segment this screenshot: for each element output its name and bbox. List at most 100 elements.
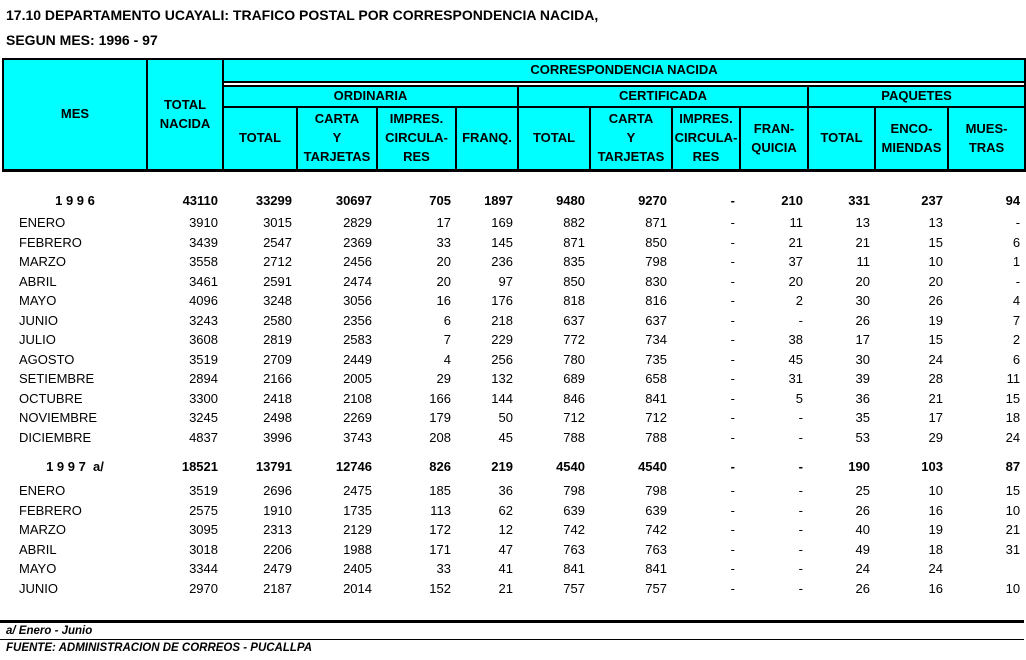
cell-value: 33299 [223, 187, 297, 213]
cell-value: - [672, 558, 740, 579]
cell-value: 19 [875, 519, 948, 540]
cell-value: 6 [948, 232, 1026, 252]
cell-value: 21 [740, 232, 808, 252]
cell-value: 20 [875, 271, 948, 291]
cell-value: 13 [875, 212, 948, 233]
row-label: ABRIL [3, 271, 147, 291]
cell-value: 12746 [297, 446, 377, 481]
cell-value: 18521 [147, 446, 223, 481]
cell-value: 190 [808, 446, 875, 481]
row-label: JUNIO [3, 578, 147, 598]
cell-value: 780 [518, 349, 590, 369]
cell-value: 816 [590, 290, 672, 311]
cell-value: - [672, 480, 740, 501]
cell-value: 3461 [147, 271, 223, 291]
row-label: ABRIL [3, 539, 147, 559]
source-note: FUENTE: ADMINISTRACION DE CORREOS - PUCA… [6, 641, 313, 654]
row-label: OCTUBRE [3, 388, 147, 408]
cell-value: 13 [808, 212, 875, 233]
cell-value: 24 [948, 427, 1026, 447]
cell-value: 3743 [297, 427, 377, 447]
row-label: MARZO [3, 251, 147, 272]
cell-value: 826 [377, 446, 456, 481]
cell-value: - [672, 271, 740, 291]
cell-value: - [740, 480, 808, 501]
col-header-paquetes-muestras: MUES- TRAS [946, 105, 1026, 173]
row-label: AGOSTO [3, 349, 147, 369]
header-row-subcols: TOTAL CARTA Y TARJETAS IMPRES. CIRCULA- … [3, 105, 1026, 173]
cell-value: 210 [740, 187, 808, 213]
cell-value: 53 [808, 427, 875, 447]
cell-value: 772 [518, 329, 590, 350]
col-header-ordinaria-total: TOTAL [222, 105, 298, 173]
cell-value: 10 [948, 578, 1026, 598]
cell-value: 3056 [297, 290, 377, 311]
cell-value: 835 [518, 251, 590, 272]
cell-value: 3519 [147, 480, 223, 501]
cell-value: 712 [590, 407, 672, 428]
month-row: FEBRERO 2575 1910 1735 113 62 639 639- -26 16 10 [3, 500, 1026, 520]
cell-value: 16 [377, 290, 456, 311]
cell-value: 29 [377, 368, 456, 389]
cell-value: 2970 [147, 578, 223, 598]
cell-value: 2108 [297, 388, 377, 408]
cell-value: 10 [875, 251, 948, 272]
cell-value: 15 [948, 388, 1026, 408]
cell-value: 9270 [590, 187, 672, 213]
cell-value: 4 [377, 349, 456, 369]
cell-value: 4540 [518, 446, 590, 481]
cell-value: 4540 [590, 446, 672, 481]
cell-value: 6 [377, 310, 456, 330]
col-header-mes: MES [2, 58, 148, 173]
year-summary-row: 1 9 9 7 a/18521 13791 12746 826 219 4540 4540-… [3, 446, 1026, 481]
cell-value: 2498 [223, 407, 297, 428]
cell-value: 24 [875, 349, 948, 369]
cell-value: 35 [808, 407, 875, 428]
cell-value: 40 [808, 519, 875, 540]
cell-value: - [672, 388, 740, 408]
cell-value: 21 [456, 578, 518, 598]
page-title: 17.10 DEPARTAMENTO UCAYALI: TRAFICO POST… [0, 0, 1026, 47]
cell-value: 742 [590, 519, 672, 540]
row-label: ENERO [3, 212, 147, 233]
col-header-correspondencia-nacida: CORRESPONDENCIA NACIDA [221, 58, 1026, 83]
cell-value: 18 [948, 407, 1026, 428]
cell-value: 30697 [297, 187, 377, 213]
cell-value: - [672, 251, 740, 272]
cell-value: 2418 [223, 388, 297, 408]
cell-value: 45 [456, 427, 518, 447]
month-row: JUNIO 2970 2187 2014 152 21 757 757- -26 16 10 [3, 578, 1026, 598]
cell-value: 94 [948, 187, 1026, 213]
cell-value: - [672, 187, 740, 213]
cell-value: 19 [875, 310, 948, 330]
cell-value: 3910 [147, 212, 223, 233]
cell-value: - [740, 539, 808, 559]
row-label: SETIEMBRE [3, 368, 147, 389]
cell-value: 846 [518, 388, 590, 408]
cell-value: 11 [740, 212, 808, 233]
col-header-paquetes-total: TOTAL [807, 105, 876, 173]
cell-value: 1897 [456, 187, 518, 213]
cell-value: 17 [875, 407, 948, 428]
cell-value: 20 [377, 271, 456, 291]
group-header-certificada: CERTIFICADA [517, 85, 809, 108]
cell-value: 1988 [297, 539, 377, 559]
cell-value: 10 [875, 480, 948, 501]
cell-value: 3243 [147, 310, 223, 330]
cell-value: 1735 [297, 500, 377, 520]
row-label: 1 9 9 6 [3, 187, 147, 213]
cell-value: 742 [518, 519, 590, 540]
cell-value: 763 [590, 539, 672, 559]
month-row: OCTUBRE 3300 2418 2108 166 144 846 841-5 36 21 15 [3, 388, 1026, 408]
cell-value: - [948, 271, 1026, 291]
cell-value: 331 [808, 187, 875, 213]
postal-traffic-table: MES TOTAL NACIDA CORRESPONDENCIA NACIDA … [2, 58, 1026, 598]
cell-value: 20 [740, 271, 808, 291]
cell-value: 172 [377, 519, 456, 540]
title-line-1: 17.10 DEPARTAMENTO UCAYALI: TRAFICO POST… [6, 7, 599, 23]
cell-value: 152 [377, 578, 456, 598]
cell-value: 763 [518, 539, 590, 559]
cell-value: 3439 [147, 232, 223, 252]
cell-value: - [740, 427, 808, 447]
cell-value: - [672, 500, 740, 520]
